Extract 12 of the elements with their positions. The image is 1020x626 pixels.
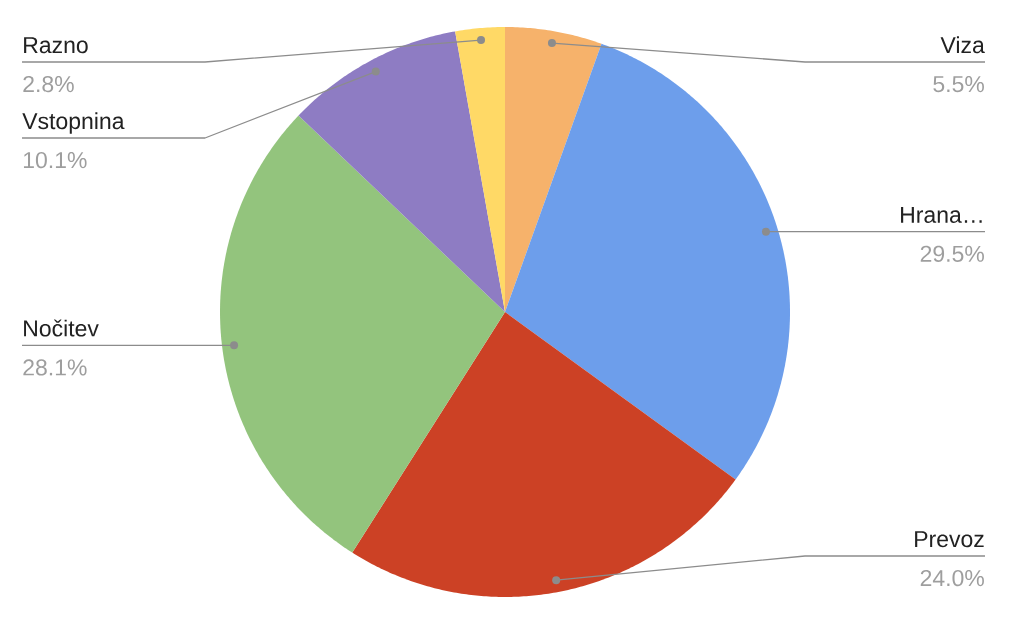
data-label: 24.0% [920, 569, 984, 587]
slice-label: Viza [940, 36, 985, 54]
slice-label: Razno [24, 37, 88, 54]
slice-label: Nočitev [24, 319, 99, 337]
slice-label: Vstopnina [22, 112, 125, 134]
data-label: 2.8% [23, 75, 74, 93]
slice-label: Prevoz [915, 531, 984, 548]
data-label: 10.1% [23, 151, 87, 169]
data-label: 29.5% [920, 245, 984, 262]
slice-label: Hrana… [901, 206, 982, 223]
data-label: 28.1% [23, 359, 87, 376]
data-label: 5.5% [933, 76, 984, 93]
